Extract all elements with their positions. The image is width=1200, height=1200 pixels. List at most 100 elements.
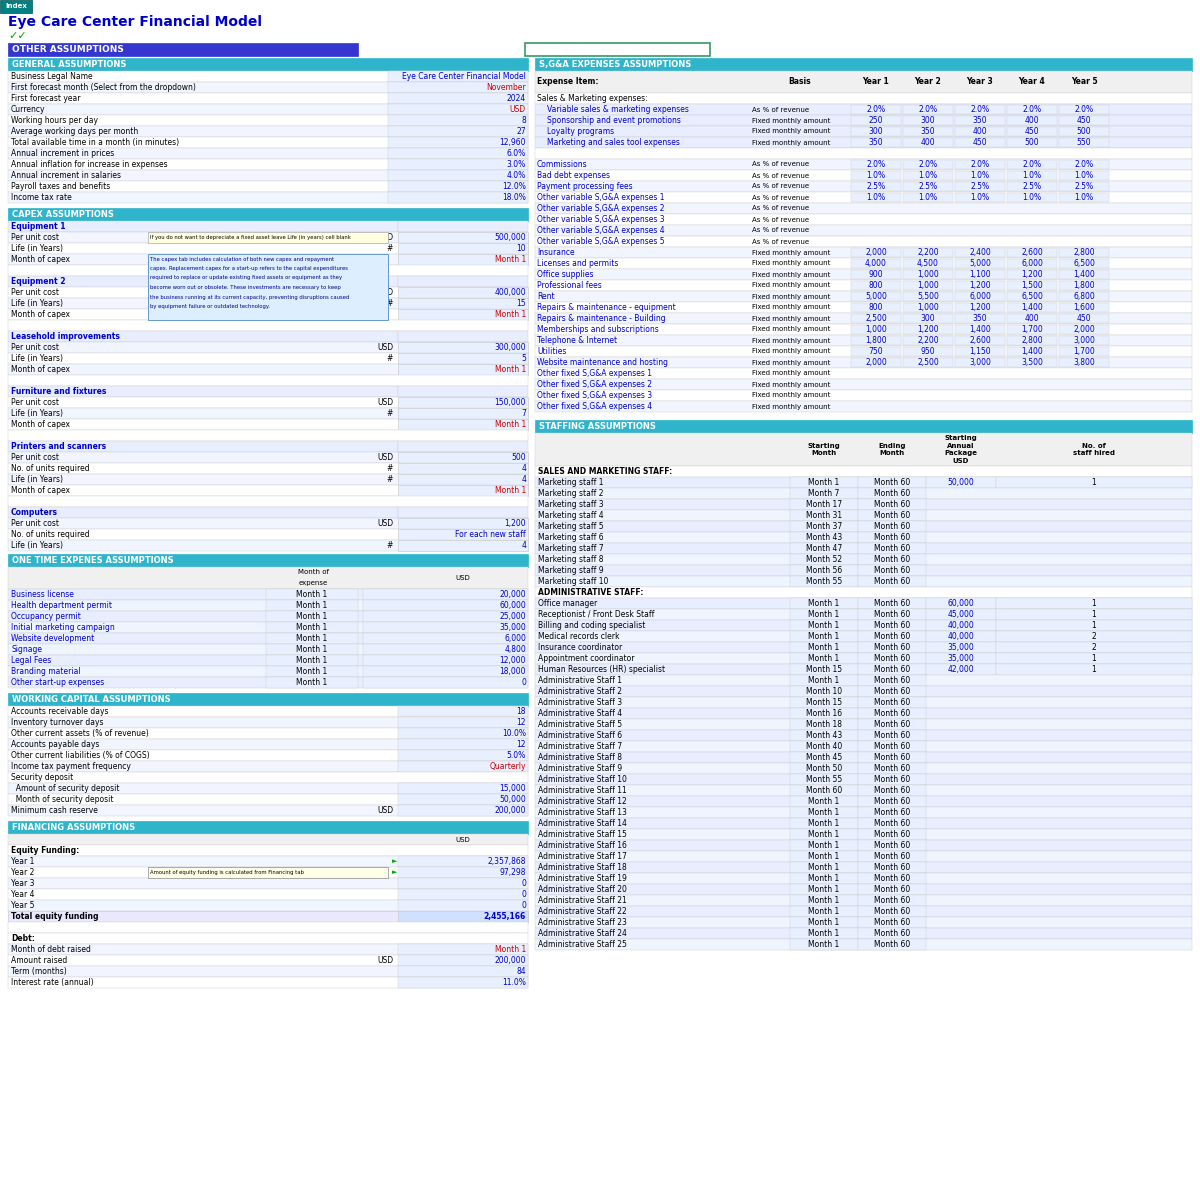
Bar [535,521,1192,532]
Text: Month 1: Month 1 [809,818,840,828]
Text: Per unit cost: Per unit cost [11,233,59,242]
Text: Administrative Staff 11: Administrative Staff 11 [538,786,626,794]
Bar [535,565,1192,576]
Text: Health department permit: Health department permit [11,601,112,610]
Text: Month 1: Month 1 [296,623,328,632]
Bar [535,774,1192,785]
Text: 2,500: 2,500 [917,358,938,367]
Text: Month 55: Month 55 [806,577,842,586]
Text: Administrative Staff 16: Administrative Staff 16 [538,841,626,850]
Text: 1,200: 1,200 [917,325,938,334]
Bar [398,474,528,485]
Text: Working hours per day: Working hours per day [11,116,98,125]
Text: Month 1: Month 1 [809,632,840,641]
Bar [398,866,528,878]
Bar [858,554,926,565]
Bar [535,476,1192,488]
Text: Fixed monthly amount: Fixed monthly amount [752,316,830,322]
Bar [535,719,1192,730]
Text: OTHER ASSUMPTIONS: OTHER ASSUMPTIONS [12,44,124,54]
Bar [8,254,528,265]
Text: 2,000: 2,000 [865,358,887,367]
Bar [8,463,528,474]
Bar [904,270,953,278]
Text: 900: 900 [869,270,883,278]
Text: 450: 450 [1076,314,1091,323]
Text: Sales & Marketing expenses:: Sales & Marketing expenses: [538,94,648,103]
Bar [398,308,528,320]
Bar [8,181,528,192]
Text: Professional fees: Professional fees [538,281,601,290]
Text: Currency: Currency [11,104,46,114]
Bar [955,138,1006,146]
Text: Month 1: Month 1 [809,940,840,949]
Text: Month 1: Month 1 [809,907,840,916]
Text: Sponsorship and event promotions: Sponsorship and event promotions [547,116,680,125]
Text: 84: 84 [516,967,526,976]
Bar [904,358,953,367]
Bar [8,506,398,518]
Bar [1060,193,1109,202]
Text: Payroll taxes and benefits: Payroll taxes and benefits [11,182,110,191]
Bar [926,642,996,653]
Bar [535,420,1192,433]
Text: Payment processing fees: Payment processing fees [538,182,632,191]
Bar [8,655,528,666]
Text: USD: USD [377,233,394,242]
Text: Month 1: Month 1 [494,365,526,374]
Text: Minimum cash reserve: Minimum cash reserve [11,806,98,815]
Bar [955,170,1006,180]
Bar [535,874,1192,884]
Text: 1.0%: 1.0% [1074,170,1093,180]
Text: Fixed monthly amount: Fixed monthly amount [752,360,830,366]
Text: Equipment 2: Equipment 2 [11,277,66,286]
Text: Month 60: Month 60 [874,643,910,652]
Bar [266,655,358,666]
Bar [535,115,1192,126]
Bar [398,728,528,739]
Bar [535,137,1192,148]
Bar [8,430,528,440]
Text: 3.0%: 3.0% [506,160,526,169]
Text: #: # [386,464,394,473]
Bar [8,104,528,115]
Bar [535,170,1192,181]
Text: 18: 18 [516,707,526,716]
Bar [8,342,528,353]
Bar [858,884,926,895]
Text: Equity Funding:: Equity Funding: [11,846,79,854]
Text: Accounts payable days: Accounts payable days [11,740,100,749]
Bar [8,750,528,761]
Bar [790,874,858,884]
Bar [535,806,1192,818]
Bar [851,325,901,334]
Bar [1007,281,1057,290]
Text: Month 1: Month 1 [809,622,840,630]
Text: Medical records clerk: Medical records clerk [538,632,619,641]
Text: Fixed monthly amount: Fixed monthly amount [752,392,830,398]
Bar [8,137,528,148]
Text: Month 16: Month 16 [806,709,842,718]
Bar [858,499,926,510]
Text: Year 4: Year 4 [11,890,35,899]
Bar [1060,138,1109,146]
Bar [535,335,1192,346]
Bar [8,440,398,452]
Bar [535,708,1192,719]
Text: 10.0%: 10.0% [502,728,526,738]
Text: 2,600: 2,600 [970,336,991,346]
Bar [1060,116,1109,125]
Text: 2.0%: 2.0% [1022,104,1042,114]
Text: Ending: Ending [878,443,906,449]
Text: Month 1: Month 1 [296,612,328,622]
Bar [790,708,858,719]
Bar [8,364,528,374]
Text: 2.0%: 2.0% [866,104,886,114]
Bar [8,242,528,254]
Text: Fixed monthly amount: Fixed monthly amount [752,348,830,354]
Bar [398,221,528,232]
Bar [790,763,858,774]
Text: No. of units required: No. of units required [11,530,90,539]
Text: Month 60: Month 60 [874,622,910,630]
Text: Starting: Starting [944,436,977,442]
